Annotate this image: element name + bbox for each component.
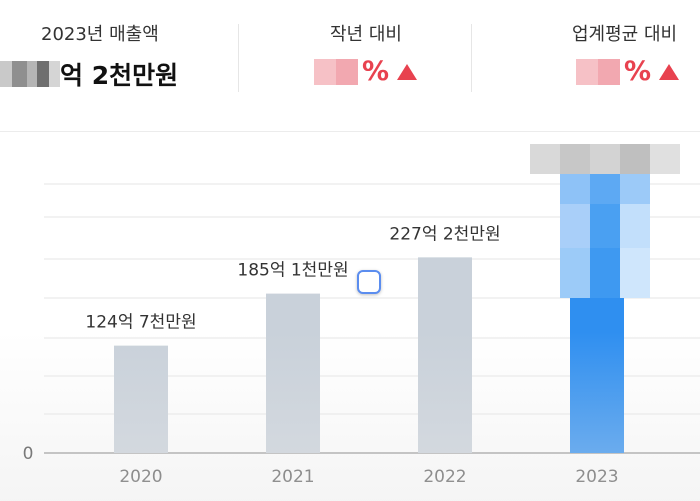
masked-value-block <box>590 144 620 174</box>
masked-value-block <box>620 248 650 298</box>
masked-value-block <box>590 174 620 204</box>
up-triangle-icon <box>397 63 418 80</box>
masked-value-block <box>620 144 650 174</box>
header-divider <box>238 24 239 92</box>
bar-2020 <box>114 345 168 453</box>
data-label-2021: 185억 1천만원 <box>237 261 348 281</box>
header-divider <box>471 24 472 92</box>
yoy-percent-unit: % <box>362 56 390 87</box>
yoy-masked-value <box>314 58 358 85</box>
x-tick-label-2023: 2023 <box>575 467 618 487</box>
revenue-stat: 2023년 매출액 억 2천만원 <box>0 20 178 92</box>
up-triangle-icon <box>659 63 680 80</box>
masked-value-block <box>620 174 650 204</box>
masked-value-block <box>620 204 650 248</box>
y-tick-label: 0 <box>23 444 34 464</box>
summary-header: 2023년 매출액 억 2천만원 작년 대비 % 업계평균 대비 % <box>0 0 700 132</box>
drag-handle[interactable] <box>357 270 381 294</box>
bar-2021 <box>266 293 320 453</box>
x-tick-label-2022: 2022 <box>423 467 466 487</box>
x-tick-label-2021: 2021 <box>271 467 314 487</box>
industry-percent-unit: % <box>624 56 652 87</box>
revenue-value: 억 2천만원 <box>0 56 178 92</box>
yoy-stat: 작년 대비 % <box>314 20 418 87</box>
x-tick-label-2020: 2020 <box>119 467 162 487</box>
bar-2022 <box>418 257 472 453</box>
industry-masked-value <box>576 58 620 85</box>
data-label-2022: 227억 2천만원 <box>389 224 500 244</box>
masked-value-block <box>530 144 560 174</box>
revenue-value-suffix: 억 2천만원 <box>60 61 179 90</box>
industry-label: 업계평균 대비 <box>572 24 678 45</box>
masked-value-block <box>560 204 590 248</box>
masked-value-block <box>560 174 590 204</box>
yoy-label: 작년 대비 <box>330 24 402 45</box>
revenue-label: 2023년 매출액 <box>41 24 159 45</box>
industry-value: % <box>576 56 680 87</box>
revenue-bar-chart: 0 124억 7천만원 2020 185억 1천만원 2021 227억 2천만원 2022… <box>0 132 700 501</box>
masked-value-block <box>590 204 620 248</box>
masked-value-block <box>560 144 590 174</box>
yoy-value: % <box>314 56 418 87</box>
masked-value-block <box>650 144 680 174</box>
industry-stat: 업계평균 대비 % <box>572 20 680 87</box>
chart-canvas: 0 124억 7천만원 2020 185억 1천만원 2021 227억 2천만원 2022… <box>23 144 700 487</box>
masked-value-block <box>590 248 620 298</box>
data-label-2020: 124억 7천만원 <box>85 313 196 333</box>
masked-value-block <box>560 248 590 298</box>
revenue-masked-digits <box>0 61 60 87</box>
